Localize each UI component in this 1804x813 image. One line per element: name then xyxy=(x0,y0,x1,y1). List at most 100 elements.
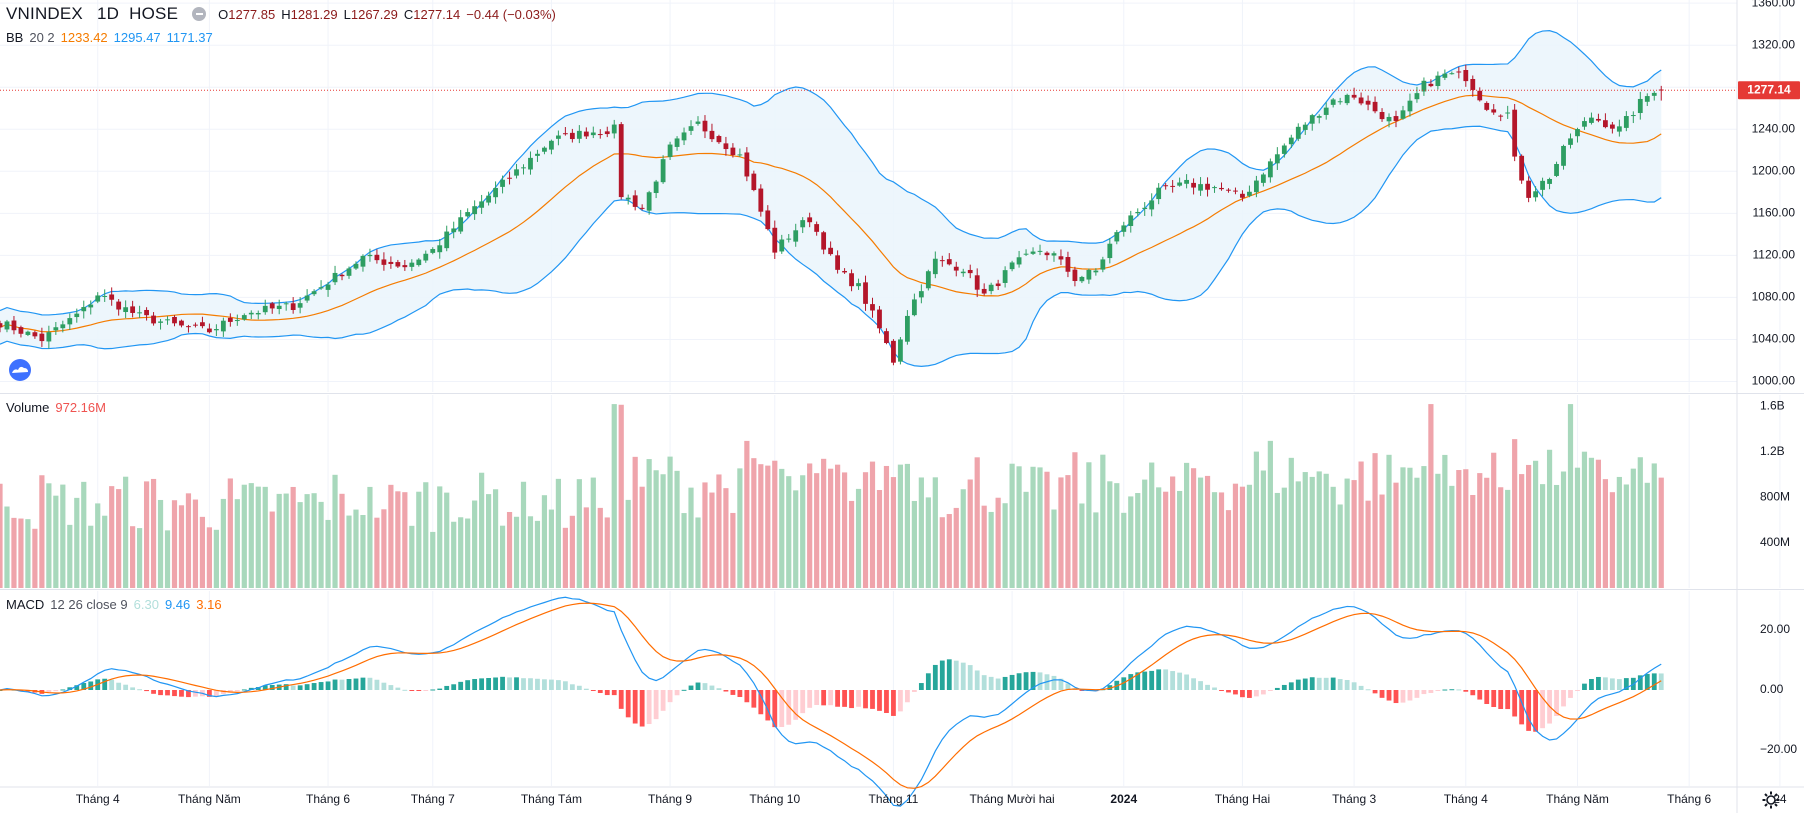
candle-body xyxy=(1609,124,1615,129)
macd-histogram-bar xyxy=(960,662,966,690)
candle-body xyxy=(911,299,917,316)
macd-histogram-bar xyxy=(884,690,889,713)
macd-histogram-bar xyxy=(549,679,554,690)
volume-legend[interactable]: Volume 972.16M xyxy=(6,400,106,415)
volume-bar xyxy=(1337,504,1343,588)
candle-body xyxy=(1058,256,1064,260)
candlestick-series[interactable] xyxy=(0,64,1737,366)
volume-bar xyxy=(276,493,282,588)
candle-body xyxy=(988,284,994,292)
macd-line-value: 9.46 xyxy=(164,597,191,612)
volume-bar xyxy=(904,463,910,588)
volume-bar xyxy=(1163,491,1169,588)
macd-histogram-bar xyxy=(1170,671,1176,690)
volume-bar xyxy=(304,494,310,588)
tradingview-cloud-icon[interactable] xyxy=(6,358,34,382)
interval-label[interactable]: 1D xyxy=(96,4,120,23)
price-axes[interactable]: 1000.00 1040.00 1080.00 1120.00 1160.00 1200.… xyxy=(1738,0,1800,756)
macd-hist-value: 6.30 xyxy=(133,597,159,612)
candle-body xyxy=(1554,164,1559,176)
gear-icon[interactable] xyxy=(1761,790,1781,810)
macd-histogram-bar xyxy=(1379,690,1385,698)
volume-bar xyxy=(479,472,485,588)
candle-body xyxy=(1477,90,1483,101)
volume-bar xyxy=(723,488,729,588)
volume-bar xyxy=(1386,454,1392,588)
volume-bar xyxy=(472,500,478,588)
volume-bar xyxy=(1484,477,1490,588)
volume-bar xyxy=(388,484,394,588)
price-tick-label: 1120.00 xyxy=(1753,248,1796,262)
volume-tick-label: 1.6B xyxy=(1760,399,1785,413)
macd-histogram-bar xyxy=(130,687,136,690)
volume-bar xyxy=(793,490,799,588)
candle-body xyxy=(898,339,903,362)
volume-bar xyxy=(1546,449,1553,588)
last-price-tag-label: 1277.14 xyxy=(1747,82,1791,96)
candle-body xyxy=(639,207,645,209)
volume-bar xyxy=(869,461,876,588)
macd-histogram-bar xyxy=(863,690,868,709)
collapse-icon[interactable] xyxy=(192,7,207,21)
volume-bar xyxy=(1581,451,1588,588)
candle-body xyxy=(772,227,778,253)
volume-bar xyxy=(800,475,806,588)
candle-body xyxy=(172,316,177,324)
macd-histogram-bar xyxy=(500,676,505,690)
candle-body xyxy=(1260,174,1266,183)
volume-bar xyxy=(1190,468,1197,588)
time-axis[interactable]: Tháng 4 Tháng Năm Tháng 6 Tháng 7 Tháng Tám T… xyxy=(76,792,1787,806)
macd-histogram-bar xyxy=(1603,677,1608,690)
volume-bar xyxy=(1260,470,1266,588)
volume-bar xyxy=(569,515,575,588)
candle-body xyxy=(332,272,338,283)
bb-fill xyxy=(0,30,1662,367)
macd-histogram-bar xyxy=(1344,680,1350,690)
candle-body xyxy=(207,328,212,333)
candle-body xyxy=(0,323,3,328)
price-tick-label: 1200.00 xyxy=(1752,163,1796,177)
candle-body xyxy=(255,313,261,315)
candle-body xyxy=(46,332,52,342)
time-tick-label: Tháng 7 xyxy=(411,792,455,806)
macd-legend[interactable]: MACD 12 26 close 9 6.30 9.46 3.16 xyxy=(6,597,222,612)
macd-histogram-bar xyxy=(1009,674,1015,690)
time-tick-label: Tháng 4 xyxy=(76,792,120,806)
volume-bar xyxy=(1609,492,1615,588)
volume-series[interactable] xyxy=(0,404,1664,588)
candle-body xyxy=(1219,187,1224,190)
macd-histogram-bar xyxy=(786,690,792,725)
candle-body xyxy=(1393,116,1399,121)
volume-bar xyxy=(562,527,568,588)
candle-body xyxy=(1226,189,1231,191)
volume-bar xyxy=(325,519,331,588)
macd-histogram-bar xyxy=(1651,673,1657,690)
macd-histogram-bar xyxy=(67,687,73,690)
price-tick-label: 1080.00 xyxy=(1752,290,1796,304)
macd-histogram-bar xyxy=(1030,671,1036,690)
candle-body xyxy=(884,331,889,344)
volume-bar xyxy=(290,486,296,588)
volume-bar xyxy=(709,492,715,588)
macd-histogram-bar xyxy=(1274,687,1280,690)
time-tick-label: Tháng 4 xyxy=(1444,792,1488,806)
macd-histogram-bar xyxy=(1582,683,1587,690)
volume-bar xyxy=(1072,452,1078,588)
macd-series[interactable] xyxy=(0,596,1664,807)
macd-histogram-bar xyxy=(1205,684,1210,690)
bb-legend[interactable]: BB 20 2 1233.42 1295.47 1171.37 xyxy=(6,30,213,45)
candle-body xyxy=(297,303,303,308)
macd-histogram-bar xyxy=(842,690,847,707)
candle-body xyxy=(828,247,834,255)
volume-bar xyxy=(11,517,17,588)
volume-bar xyxy=(360,515,366,588)
candle-body xyxy=(395,262,401,267)
macd-histogram-bar xyxy=(723,690,729,692)
volume-bar xyxy=(995,497,1001,588)
volume-bar xyxy=(1428,404,1434,588)
volume-bar xyxy=(1407,467,1413,588)
symbol-name[interactable]: VNINDEX xyxy=(6,4,83,23)
volume-bar xyxy=(283,493,289,588)
macd-histogram-bar xyxy=(165,690,170,696)
